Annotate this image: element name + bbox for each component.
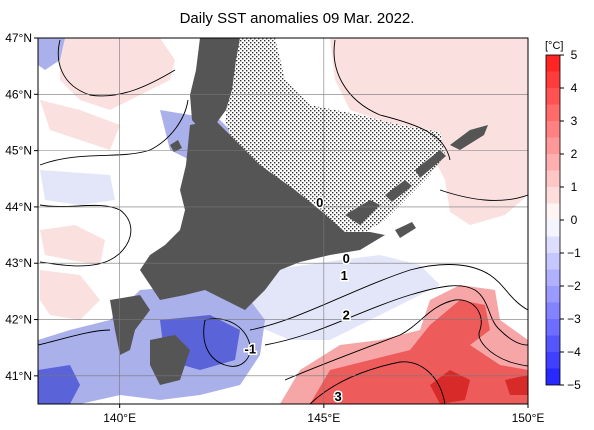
colorbar-tick-label: 5 bbox=[571, 48, 578, 62]
colorbar-tick-label: 4 bbox=[571, 81, 578, 95]
lat-tick-label: 42°N bbox=[5, 313, 32, 327]
colorbar-cell bbox=[546, 302, 560, 319]
colorbar-cell bbox=[546, 88, 560, 105]
lon-tick-label: 140°E bbox=[103, 411, 136, 425]
colorbar-cell bbox=[546, 352, 560, 369]
latitude-ticks: 47°N 46°N 45°N 44°N 43°N 42°N 41°N bbox=[5, 31, 38, 383]
colorbar-cell bbox=[546, 286, 560, 303]
contour-label: 2 bbox=[343, 308, 350, 323]
contour-label: 0 bbox=[316, 195, 323, 210]
colorbar-tick-label: 2 bbox=[571, 147, 578, 161]
colorbar-unit: [°C] bbox=[545, 40, 563, 52]
colorbar-cell bbox=[546, 121, 560, 138]
land-hokkaido bbox=[140, 120, 385, 310]
contour-1 bbox=[264, 285, 528, 346]
colorbar-cell bbox=[546, 170, 560, 187]
colorbar-cell bbox=[546, 71, 560, 88]
contour-0-east bbox=[439, 189, 528, 201]
lat-tick-label: 45°N bbox=[5, 144, 32, 158]
land-honshu bbox=[110, 295, 150, 355]
land-sakhalin bbox=[190, 38, 240, 135]
colorbar-cell bbox=[546, 335, 560, 352]
warm-anomaly-area-sw bbox=[40, 225, 105, 265]
contour-0-west bbox=[39, 204, 132, 267]
colorbar-cell bbox=[546, 203, 560, 220]
map-frame bbox=[37, 37, 529, 405]
contour-label: 3 bbox=[335, 389, 342, 404]
colorbar-cell bbox=[546, 154, 560, 171]
colorbar-tick-label: 0 bbox=[571, 213, 578, 227]
contour-label: 1 bbox=[341, 268, 348, 283]
contour-2 bbox=[284, 299, 528, 381]
land-kuril-2 bbox=[385, 180, 412, 202]
contour-label: 0 bbox=[343, 251, 350, 266]
cool-anomaly-area-pacific bbox=[245, 255, 440, 340]
cool-anomaly-area-sw-core bbox=[38, 365, 80, 404]
cool-anomaly-area-w bbox=[40, 170, 115, 205]
warm-anomaly-area-se-hot2 bbox=[505, 375, 528, 395]
colorbar-cells bbox=[546, 55, 560, 385]
longitude-ticks: 140°E 145°E 150°E bbox=[103, 404, 544, 425]
colorbar-tick-label: 1 bbox=[571, 180, 578, 194]
contour-labels: 0 0 1 2 -1 3 bbox=[243, 193, 351, 405]
contour-3 bbox=[309, 361, 446, 404]
colorbar-tick-label: −3 bbox=[567, 312, 581, 326]
colorbar-cell bbox=[546, 253, 560, 270]
lat-tick-label: 44°N bbox=[5, 200, 32, 214]
contour-0-north bbox=[39, 99, 189, 166]
colorbar-cell bbox=[546, 220, 560, 237]
colorbar-cell bbox=[546, 55, 560, 72]
colorbar-tick-label: −5 bbox=[567, 378, 581, 392]
lon-tick-label: 145°E bbox=[307, 411, 340, 425]
colorbar-cell bbox=[546, 269, 560, 286]
contour-label: -1 bbox=[245, 341, 257, 356]
colorbar-tick-label: 3 bbox=[571, 114, 578, 128]
contour-lines bbox=[38, 39, 528, 404]
colorbar-cell bbox=[546, 319, 560, 336]
land-island-1 bbox=[170, 140, 182, 152]
map-layers bbox=[38, 38, 528, 404]
colorbar-cell bbox=[546, 137, 560, 154]
warm-anomaly-area-w2 bbox=[40, 270, 100, 320]
colorbar-cell bbox=[546, 368, 560, 385]
contour-0-pacific bbox=[249, 264, 528, 331]
warm-anomaly-area-se-hot bbox=[430, 370, 470, 404]
map-title: Daily SST anomalies 09 Mar. 2022. bbox=[179, 10, 415, 27]
warm-anomaly-area-w bbox=[40, 100, 120, 150]
contour-neg1 bbox=[203, 318, 251, 367]
contour-0-ne bbox=[333, 39, 451, 161]
lat-tick-label: 43°N bbox=[5, 256, 32, 270]
colorbar-tick-label: −1 bbox=[567, 246, 581, 260]
lon-tick-label: 150°E bbox=[512, 411, 545, 425]
land-kuril-3 bbox=[415, 150, 446, 178]
colorbar-cell bbox=[546, 187, 560, 204]
lat-tick-label: 47°N bbox=[5, 31, 32, 45]
land-kuril-1 bbox=[345, 200, 380, 225]
lat-tick-label: 41°N bbox=[5, 369, 32, 383]
land-honshu-south bbox=[150, 335, 190, 385]
land-kuril-4 bbox=[450, 125, 488, 150]
gridlines bbox=[38, 38, 528, 404]
cool-anomaly-area-nw-edge bbox=[38, 38, 65, 70]
contour-0-nw bbox=[57, 39, 176, 97]
warm-anomaly-area-se-core bbox=[310, 300, 528, 404]
land-kuril-5 bbox=[395, 222, 416, 238]
colorbar-cell bbox=[546, 236, 560, 253]
colorbar-cell bbox=[546, 104, 560, 121]
warm-anomaly-area-nw bbox=[60, 38, 175, 110]
lat-tick-label: 46°N bbox=[5, 87, 32, 101]
contour-neg1-sw bbox=[38, 329, 111, 346]
colorbar-tick-label: −4 bbox=[567, 345, 581, 359]
colorbar-ticks: 5 4 3 2 1 0 −1 −2 −3 −4 −5 bbox=[560, 48, 581, 392]
colorbar: [°C] 5 4 3 2 1 0 −1 −2 −3 −4 −5 bbox=[545, 40, 581, 392]
colorbar-tick-label: −2 bbox=[567, 279, 581, 293]
